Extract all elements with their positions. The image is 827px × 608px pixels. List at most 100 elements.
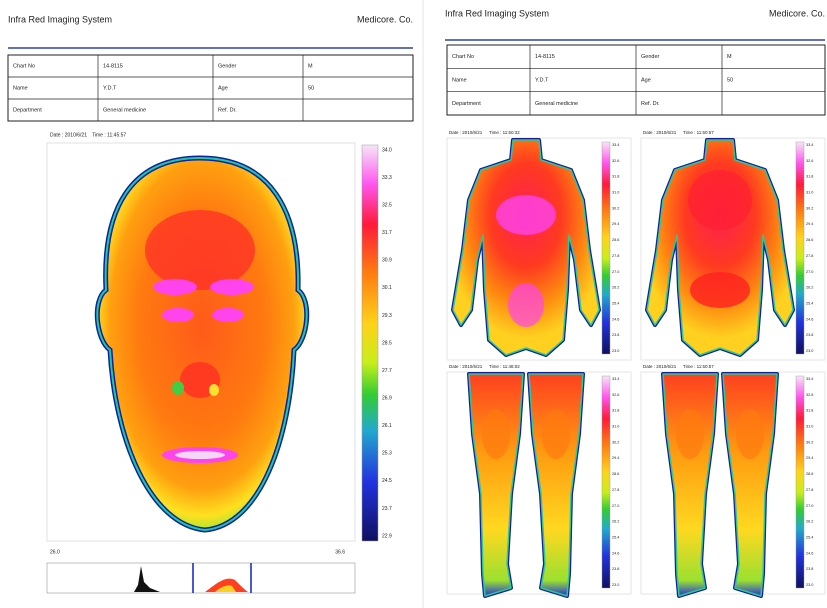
table-value: 14-8115 — [535, 54, 555, 60]
scale-label: 29.4 — [612, 222, 619, 226]
scale-label: 27.0 — [806, 270, 813, 274]
image-time: Time : 11:50:32 — [489, 130, 520, 135]
scale-label: 31.8 — [806, 409, 813, 413]
scale-label: 23.0 — [806, 583, 813, 587]
table-value: 14-8115 — [103, 63, 123, 69]
scale-label: 28.6 — [806, 238, 813, 242]
scale-label: 24.5 — [382, 478, 392, 484]
body-thermal-image — [661, 372, 779, 598]
scale-label: 32.6 — [806, 393, 813, 397]
scale-label: 29.3 — [382, 313, 392, 319]
scale-label: 29.4 — [806, 456, 813, 460]
table-label: Name — [13, 85, 28, 91]
table-value: 50 — [308, 85, 314, 91]
table-label: Chart No — [13, 63, 35, 69]
scale-label: 24.6 — [612, 317, 619, 321]
table-label: Department — [452, 101, 481, 107]
scale-label: 26.2 — [806, 520, 813, 524]
color-scale-bar — [795, 141, 805, 355]
scale-label: 25.4 — [806, 535, 813, 539]
color-scale-bar — [601, 375, 611, 589]
scale-label: 29.4 — [806, 222, 813, 226]
header-title: Infra Red Imaging System — [8, 14, 112, 24]
body-thermal-image — [451, 138, 601, 357]
table-label: Age — [218, 85, 228, 91]
scale-label: 24.6 — [806, 317, 813, 321]
color-scale-bar — [601, 141, 611, 355]
image-time: Time : 11:50:57 — [683, 364, 714, 369]
image-date: Date : 2010/6/21 — [643, 364, 677, 369]
image-date: Date : 2010/6/21 — [50, 132, 87, 138]
scale-label: 23.0 — [806, 349, 813, 353]
scale-max: 36.6 — [335, 549, 345, 555]
scale-label: 30.2 — [806, 206, 813, 210]
body-thermal-image — [467, 372, 585, 598]
table-value: General medicine — [535, 101, 578, 107]
scale-label: 23.0 — [612, 349, 619, 353]
table-label: Ref. Dr. — [218, 107, 237, 113]
table-value: Y.D.T — [103, 85, 117, 91]
scale-label: 32.6 — [806, 159, 813, 163]
scale-label: 33.4 — [612, 143, 619, 147]
body-outline-inner — [452, 139, 600, 356]
scale-label: 29.4 — [612, 456, 619, 460]
scale-label: 31.8 — [806, 175, 813, 179]
table-label: Name — [452, 77, 467, 83]
scale-label: 27.0 — [612, 270, 619, 274]
scale-label: 32.5 — [382, 202, 392, 208]
scale-label: 30.2 — [612, 206, 619, 210]
scale-label: 25.3 — [382, 451, 392, 457]
hot-spot — [688, 170, 752, 230]
table-value: 50 — [727, 77, 733, 83]
scale-label: 28.6 — [612, 472, 619, 476]
scale-label: 31.0 — [806, 191, 813, 195]
scale-label: 22.9 — [382, 533, 392, 539]
scale-label: 31.0 — [612, 191, 619, 195]
scale-label: 30.9 — [382, 258, 392, 264]
scale-label: 30.1 — [382, 285, 392, 291]
header-company: Medicore. Co. — [357, 14, 413, 24]
scale-label: 31.0 — [806, 425, 813, 429]
image-date: Date : 2010/6/21 — [449, 130, 483, 135]
scale-label: 33.4 — [806, 377, 813, 381]
table-label: Age — [641, 77, 651, 83]
header-title: Infra Red Imaging System — [445, 8, 549, 18]
table-value: General medicine — [103, 107, 146, 113]
scale-label: 27.8 — [806, 254, 813, 258]
table-label: Gender — [641, 54, 660, 60]
scale-label: 26.2 — [612, 520, 619, 524]
scale-label: 31.8 — [612, 175, 619, 179]
body-outline-inner — [646, 139, 794, 356]
temperature-histogram — [46, 562, 356, 594]
warm-spot — [676, 409, 704, 459]
color-scale-bar — [361, 144, 379, 542]
hot-spot — [496, 195, 556, 235]
scale-label: 23.0 — [612, 583, 619, 587]
scale-label: 28.5 — [382, 340, 392, 346]
scale-label: 24.6 — [806, 551, 813, 555]
scale-label: 23.8 — [806, 567, 813, 571]
scale-label: 33.4 — [806, 143, 813, 147]
table-label: Ref. Dr. — [641, 101, 660, 107]
scale-label: 27.8 — [612, 488, 619, 492]
header-company: Medicore. Co. — [769, 8, 825, 18]
scale-label: 23.8 — [612, 567, 619, 571]
scale-label: 23.8 — [612, 333, 619, 337]
scale-label: 26.1 — [382, 423, 392, 429]
scale-label: 26.9 — [382, 395, 392, 401]
scale-label: 23.7 — [382, 506, 392, 512]
scale-label: 33.4 — [612, 377, 619, 381]
scale-label: 25.4 — [612, 301, 619, 305]
table-value: M — [727, 54, 732, 60]
scale-label: 27.8 — [612, 254, 619, 258]
scale-label: 28.6 — [806, 472, 813, 476]
scale-label: 25.4 — [806, 301, 813, 305]
table-label: Gender — [218, 63, 237, 69]
image-time: Time : 11:48:02 — [489, 364, 520, 369]
table-label: Department — [13, 107, 42, 113]
info-table — [7, 54, 414, 122]
scale-label: 28.6 — [612, 238, 619, 242]
body-thermal-image — [645, 138, 795, 357]
warm-spot — [736, 409, 764, 459]
